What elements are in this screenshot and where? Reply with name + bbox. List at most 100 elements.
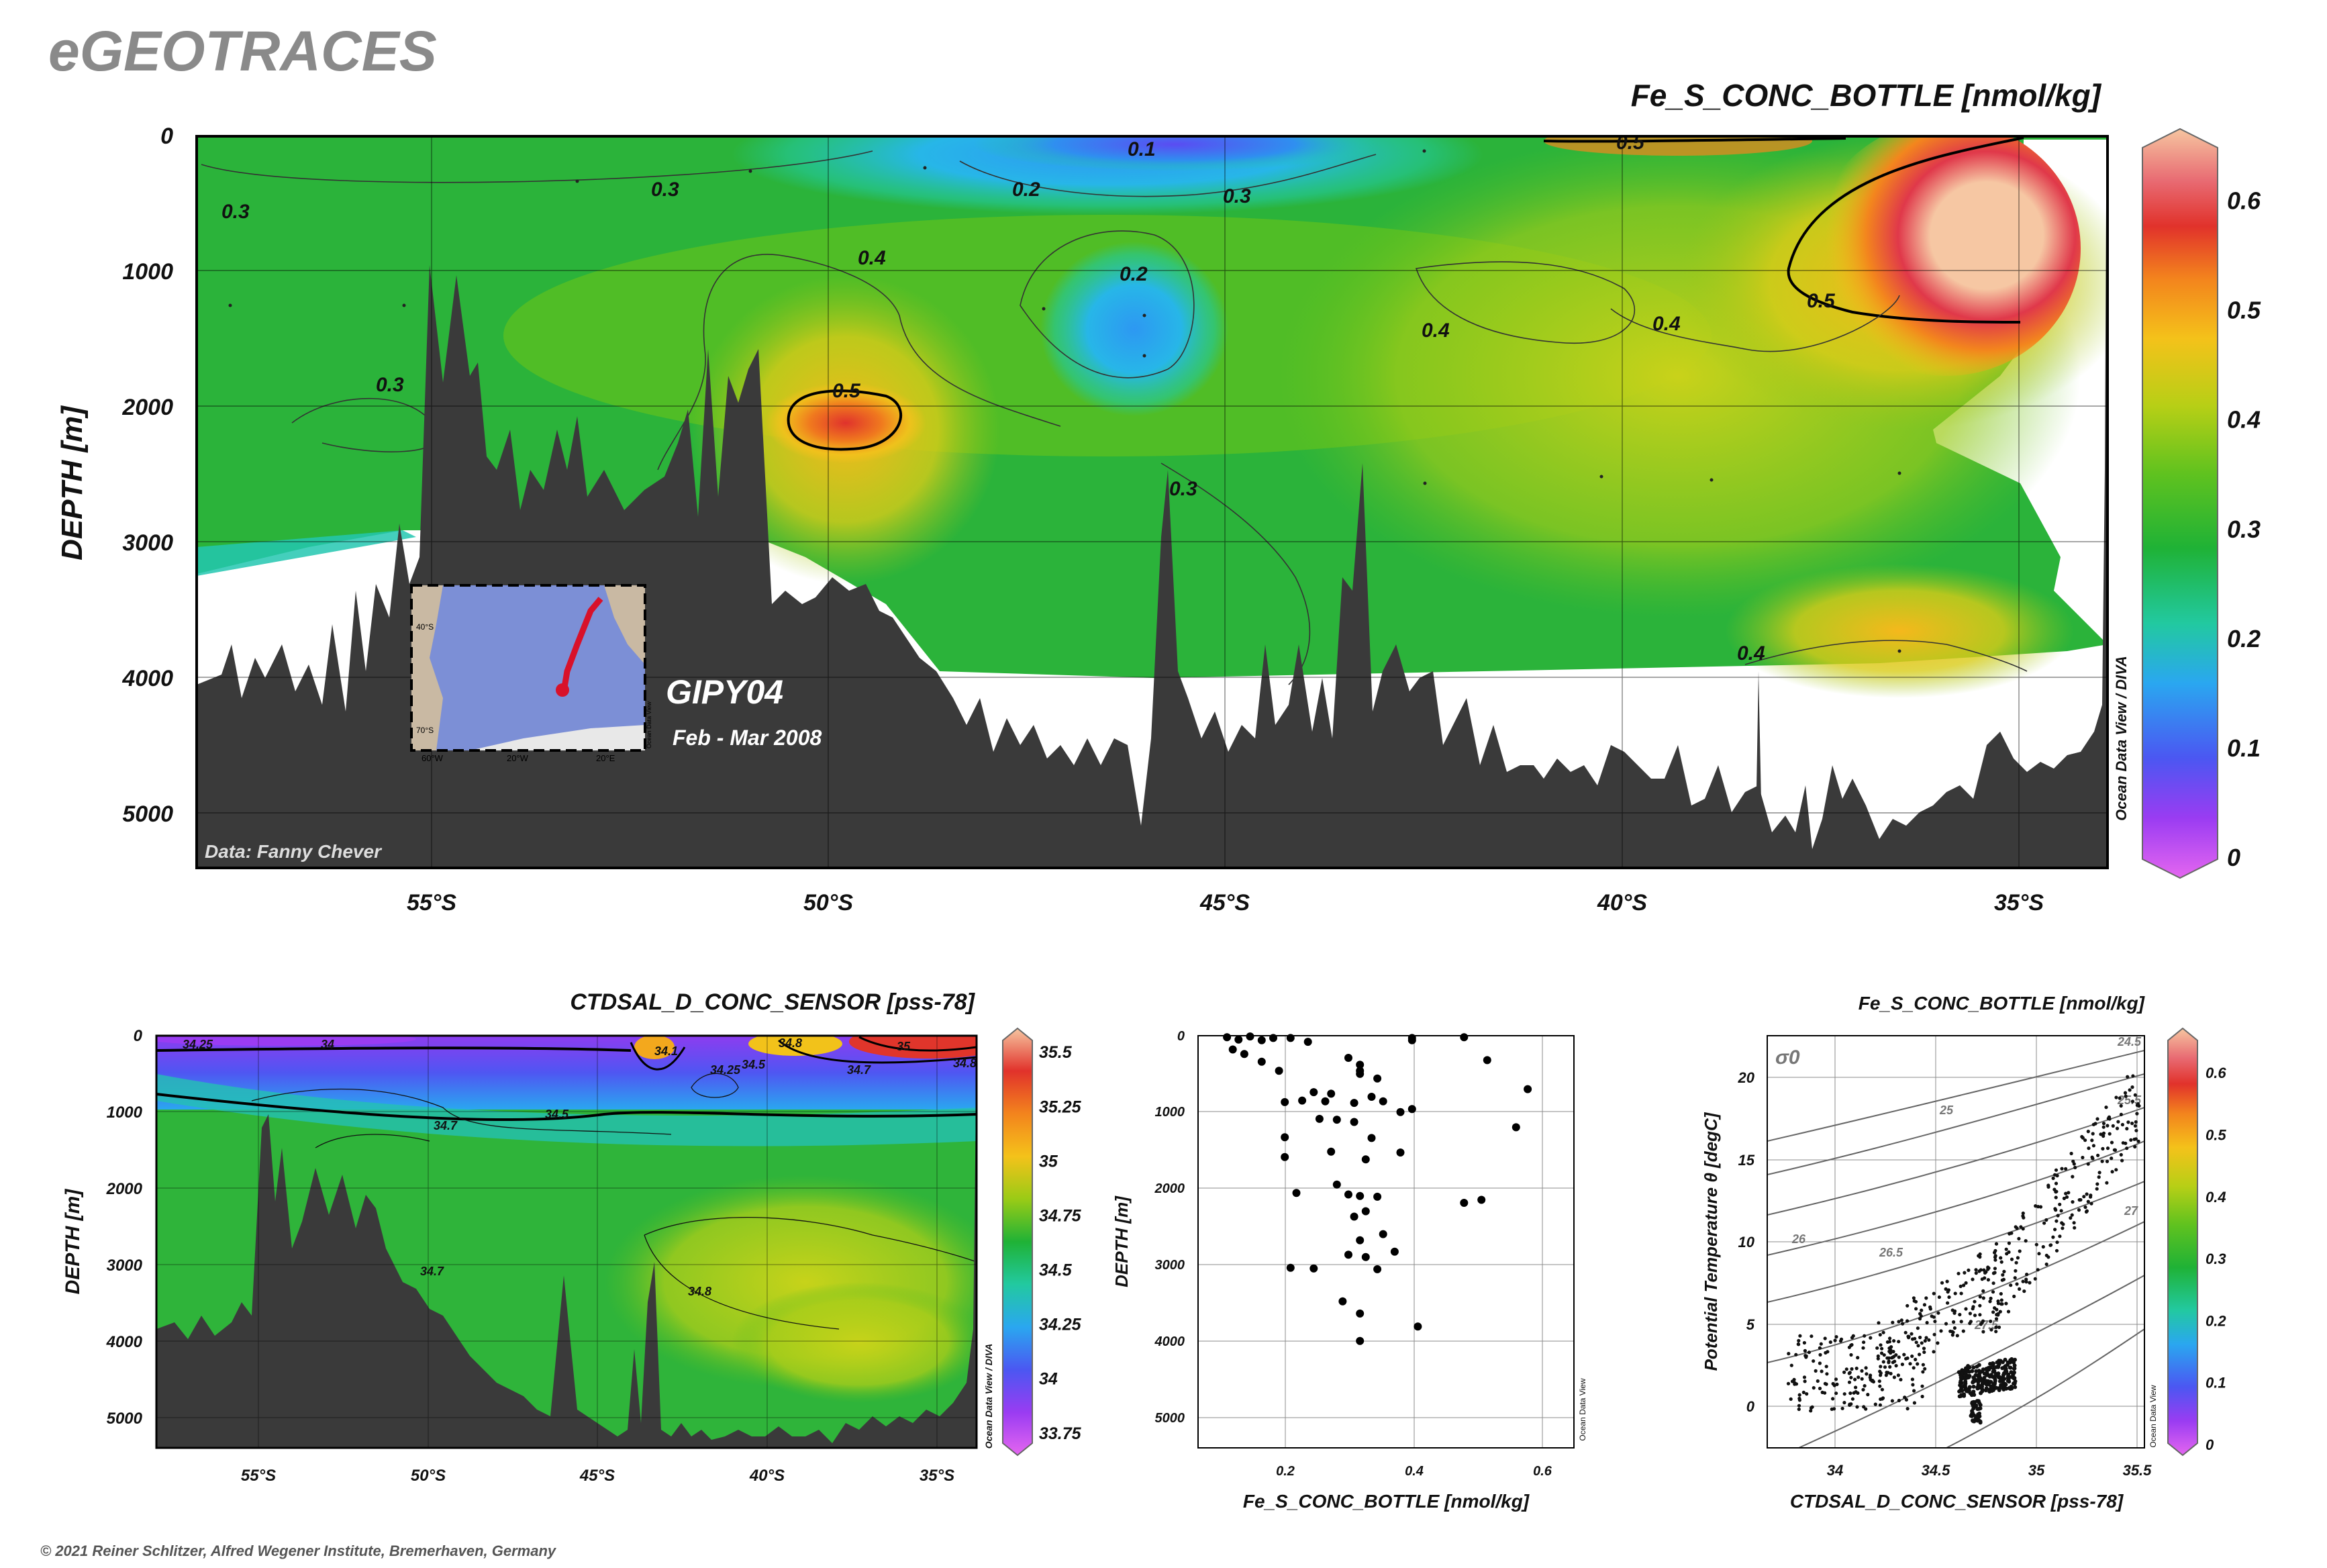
ts-point — [1797, 1398, 1801, 1402]
ts-point — [1856, 1375, 1861, 1379]
main-y-tick: 1000 — [122, 259, 173, 285]
ts-point — [1897, 1355, 1901, 1359]
ts-point — [1999, 1298, 2003, 1302]
ts-point — [2083, 1205, 2087, 1210]
ts-point — [2012, 1376, 2016, 1381]
ts-point — [1983, 1367, 1988, 1371]
ts-point — [1966, 1388, 1971, 1393]
ts-point — [1989, 1328, 1993, 1332]
main-feature-blue-core — [1040, 242, 1228, 416]
ts-point — [1932, 1291, 1936, 1295]
ts-point — [1879, 1365, 1883, 1369]
ts-point — [1892, 1339, 1896, 1343]
salinity-colorbar: 33.75 34 34.25 34.5 34.75 35 35.25 35.5 — [1002, 1027, 1082, 1457]
main-contour-label: 0.3 — [221, 201, 250, 223]
ts-isopycnal-label: 26.5 — [1879, 1246, 1903, 1259]
salinity-y-tick: 2000 — [106, 1180, 143, 1198]
ts-point — [1977, 1401, 1981, 1405]
ts-point — [2044, 1218, 2048, 1222]
ts-point — [1918, 1317, 1922, 1321]
ts-point — [2077, 1208, 2081, 1212]
colorbar-tick: 0 — [2206, 1436, 2214, 1453]
fe-scatter-y-tick: 5000 — [1155, 1411, 1185, 1426]
scatter-point — [1356, 1191, 1365, 1200]
ts-point — [1884, 1373, 1888, 1377]
main-section-plot: Fe_S_CONC_BOTTLE [nmol/kg] DEPTH [m] — [56, 78, 2261, 916]
ts-point — [1786, 1381, 1791, 1385]
ts-point — [1992, 1369, 1997, 1373]
ts-point — [1923, 1367, 1927, 1371]
fe-scatter-y-tick: 0 — [1177, 1029, 1185, 1044]
scatter-point — [1344, 1054, 1352, 1062]
ts-point — [2126, 1120, 2130, 1124]
salinity-contours — [156, 1036, 977, 1330]
main-title: Fe_S_CONC_BOTTLE [nmol/kg] — [1631, 78, 2102, 113]
ts-point — [2081, 1136, 2085, 1140]
ts-background — [1767, 1036, 2144, 1448]
ts-point — [1834, 1377, 1838, 1381]
scatter-point — [1332, 1116, 1341, 1124]
ts-point — [1968, 1312, 1972, 1316]
main-x-tick: 35°S — [1994, 890, 2044, 916]
ts-point — [2053, 1228, 2057, 1232]
scatter-point — [1373, 1192, 1382, 1201]
ts-point — [1925, 1320, 1929, 1325]
scatter-point — [1315, 1114, 1324, 1123]
ts-point — [1955, 1334, 1959, 1338]
ts-point — [1972, 1393, 1977, 1397]
salinity-bathymetry — [156, 1047, 977, 1448]
scatter-point — [1309, 1088, 1318, 1097]
ts-colorbar-bar — [2167, 1027, 2198, 1457]
ts-point — [1798, 1334, 1802, 1338]
ts-y-tick: 10 — [1738, 1234, 1755, 1251]
ts-point — [2017, 1236, 2021, 1240]
ts-y-axis-label: Potential Temperature θ [degC] — [1701, 1112, 1721, 1371]
ts-point — [2009, 1283, 2013, 1287]
ts-point — [1983, 1388, 1988, 1393]
fe-scatter-y-tick: 2000 — [1154, 1181, 1185, 1196]
ts-isopycnal-labels: 24.5 25 25.5 26 26.5 27 27.5 — [1791, 1036, 2142, 1332]
inset-track-end — [556, 683, 569, 697]
ts-point — [1809, 1406, 1814, 1410]
main-contour-label: 0.3 — [1169, 478, 1197, 500]
ts-point — [2095, 1182, 2099, 1186]
ts-point — [1998, 1359, 2003, 1363]
fe-scatter-x-axis-label: Fe_S_CONC_BOTTLE [nmol/kg] — [1243, 1491, 1530, 1512]
ts-point — [1854, 1390, 1858, 1394]
ts-point — [1890, 1399, 1894, 1403]
main-contours — [201, 136, 2028, 685]
ts-point — [1946, 1290, 1950, 1294]
ts-point — [2133, 1093, 2137, 1097]
inset-antarctica — [470, 725, 645, 750]
ts-point — [1897, 1320, 1901, 1324]
ts-point — [1904, 1398, 1908, 1402]
ts-point — [1918, 1353, 1922, 1357]
ts-point — [1834, 1391, 1838, 1395]
ts-point — [1797, 1407, 1801, 1412]
ts-point — [1790, 1379, 1795, 1383]
ts-point — [1834, 1335, 1838, 1339]
scatter-point — [1407, 1036, 1416, 1044]
main-y-tick: 4000 — [121, 666, 173, 691]
ts-point — [2135, 1112, 2139, 1116]
ts-point — [1899, 1377, 1903, 1381]
ts-point — [1994, 1242, 1999, 1246]
ts-x-tick: 34.5 — [1922, 1462, 1951, 1479]
ts-point — [2056, 1214, 2060, 1218]
scatter-point — [1292, 1189, 1301, 1197]
ts-point — [2012, 1367, 2016, 1371]
ts-point — [1878, 1332, 1882, 1337]
main-contour-label: 0.3 — [1223, 185, 1251, 207]
scatter-point — [1344, 1190, 1352, 1199]
ts-point — [1914, 1340, 1918, 1344]
main-contour-label: 0.5 — [1807, 290, 1836, 312]
ts-point — [1920, 1341, 1924, 1345]
ts-point — [1820, 1369, 1824, 1373]
ts-point — [2101, 1146, 2105, 1150]
ts-point — [2006, 1379, 2010, 1383]
ts-point — [1989, 1319, 1993, 1324]
ts-point — [1869, 1373, 1873, 1377]
ts-point — [1891, 1361, 1895, 1365]
ts-point — [1891, 1320, 1895, 1324]
ts-point — [1995, 1312, 1999, 1317]
